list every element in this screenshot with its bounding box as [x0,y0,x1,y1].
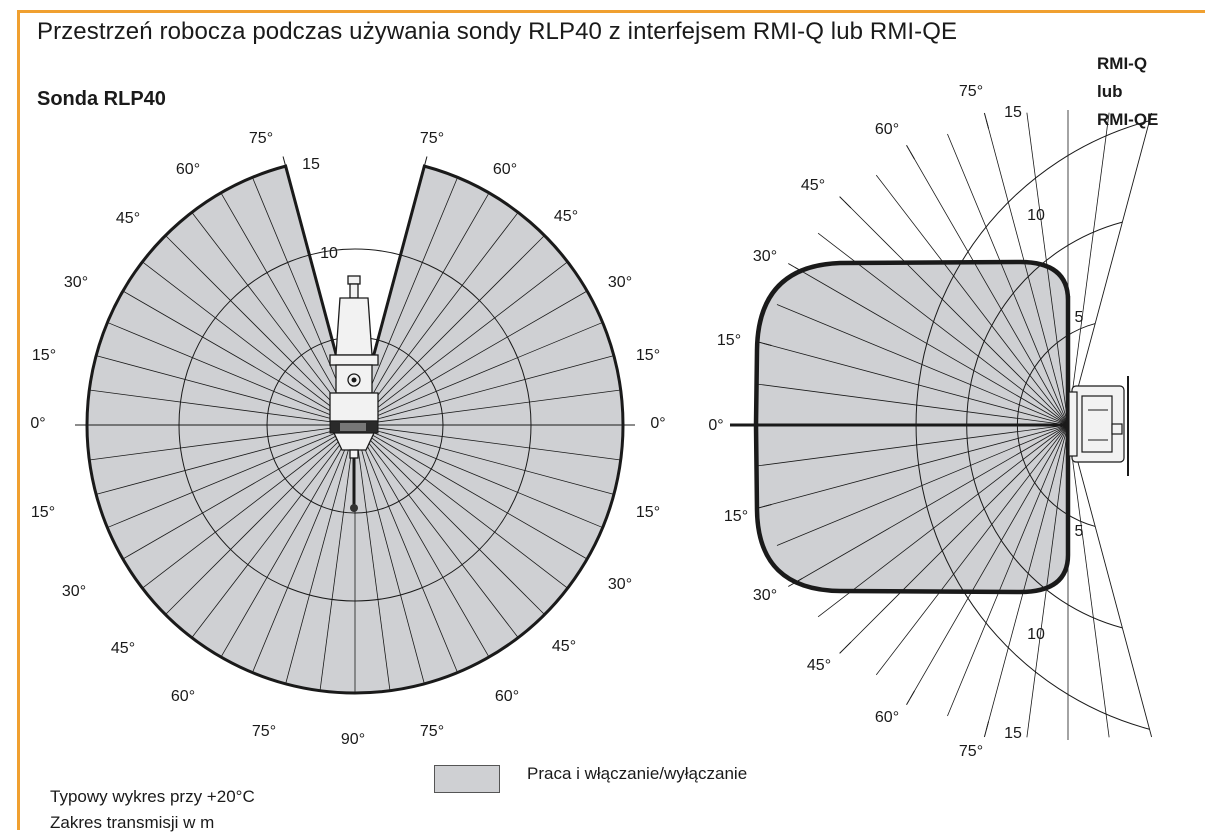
angle-label-upper: 45° [801,177,825,194]
angle-label-lower-left: 15° [31,504,55,521]
angle-label-lower-right: 30° [608,576,632,593]
angle-label-upper: 0° [708,417,723,434]
angle-label-upper-left: 45° [116,210,140,227]
angle-tick [907,691,915,705]
angle-label-upper-left: 30° [64,274,88,291]
angle-label-upper-right: 45° [554,208,578,225]
angle-label-upper-left: 75° [249,130,273,147]
receiver-inner-panel [1082,396,1112,452]
radial-line [1068,113,1109,425]
angle-label-lower-left: 60° [171,688,195,705]
receiver-interface-icon [1069,376,1128,476]
angle-label-upper-left: 15° [32,347,56,364]
range-label-lower-10: 10 [1027,626,1045,643]
range-label-lower-5: 5 [1075,523,1084,540]
probe-stylus-ball [350,504,358,512]
angle-label-lower-right: 45° [552,638,576,655]
angle-label-lower: 60° [875,709,899,726]
radial-line-edge [1068,113,1152,425]
angle-label-upper: 15° [717,332,741,349]
probe-window-highlight [340,423,366,431]
probe-shank [336,298,372,355]
range-label-upper-5: 5 [1075,309,1084,326]
probe-pull-stud [350,284,358,298]
angle-label-upper-right: 15° [636,347,660,364]
footnote-temperature: Typowy wykres przy +20°C [50,784,255,810]
receiver-window [1069,392,1077,456]
angle-label-upper-right: 75° [420,130,444,147]
footnote-range-unit: Zakres transmisji w m [50,810,255,836]
angle-label-upper-right: 60° [493,161,517,178]
angle-label-upper-left: 0° [30,415,45,432]
probe-stylus-holder [350,450,358,458]
range-label-lower-15: 15 [1004,725,1022,742]
angle-label-upper: 60° [875,121,899,138]
probe-screw-center [352,378,357,383]
radial-line [1068,425,1109,737]
angle-label-upper-right: 30° [608,274,632,291]
angle-label-lower-left: 45° [111,640,135,657]
range-label-upper-10: 10 [1027,207,1045,224]
angle-label-upper: 75° [959,83,983,100]
angle-label-lower-right: 75° [420,723,444,740]
range-label-10: 10 [320,245,338,262]
probe-body [330,393,378,421]
angle-tick [984,113,988,128]
angle-label-lower-right: 15° [636,504,660,521]
angle-label-lower-right: 60° [495,688,519,705]
angle-label-bottom: 90° [341,731,365,748]
probe-flange [330,355,378,365]
angle-tick [984,722,988,737]
probe-pull-stud-top [348,276,360,284]
range-label-upper-15: 15 [1004,104,1022,121]
angle-label-lower: 75° [959,743,983,760]
angle-label-lower: 30° [753,587,777,604]
right-polar-diagram: 5 10 15 5 10 15 0° 15° 30° 45° 60° 75° 15° 30° 45° 60° 7… [708,83,1151,760]
angle-label-lower-left: 75° [252,723,276,740]
angle-label-lower-left: 30° [62,583,86,600]
angle-tick [907,145,915,159]
legend-swatch [434,765,500,793]
radial-line-edge [1068,425,1152,737]
angle-tick [840,197,851,208]
receiver-connector [1112,424,1122,434]
footnote: Typowy wykres przy +20°C Zakres transmis… [50,784,255,836]
angle-tick [840,642,851,653]
angle-label-lower: 45° [807,657,831,674]
angle-label-lower: 15° [724,508,748,525]
left-polar-diagram: 5101575°60°45°30°15°0°75°60°45°30°15°0°1… [30,130,665,748]
legend-label: Praca i włączanie/wyłączanie [527,764,747,784]
angle-label-upper: 30° [753,248,777,265]
range-label-15: 15 [302,156,320,173]
angle-label-upper-left: 60° [176,161,200,178]
angle-label-upper-right: 0° [650,415,665,432]
